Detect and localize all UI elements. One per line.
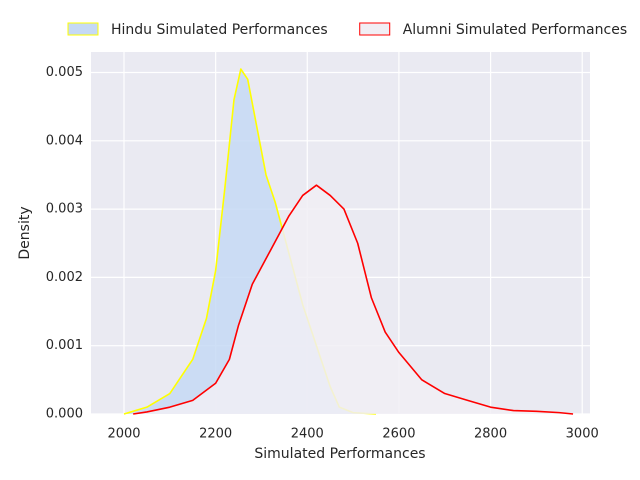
y-tick-label: 0.001 [46,338,83,353]
x-axis-label: Simulated Performances [254,446,425,462]
legend-label: Alumni Simulated Performances [403,22,627,38]
x-tick-label: 2200 [199,427,232,442]
y-tick-label: 0.002 [46,270,83,285]
area-fill [133,185,574,414]
legend-label: Hindu Simulated Performances [111,22,328,38]
y-tick-label: 0.003 [46,202,83,217]
y-axis-label: Density [17,206,33,259]
x-tick-label: 2800 [474,427,507,442]
density-line [133,184,574,415]
y-tick-label: 0.004 [46,133,83,148]
x-tick-label: 2400 [291,427,324,442]
x-tick-label: 2000 [107,427,140,442]
legend-swatch [67,22,99,36]
x-tick-label: 2600 [382,427,415,442]
area-fill [123,69,377,414]
y-tick-label: 0.005 [46,65,83,80]
legend-swatch [359,22,391,36]
y-tick-label: 0.000 [46,407,83,422]
x-tick-label: 3000 [566,427,599,442]
